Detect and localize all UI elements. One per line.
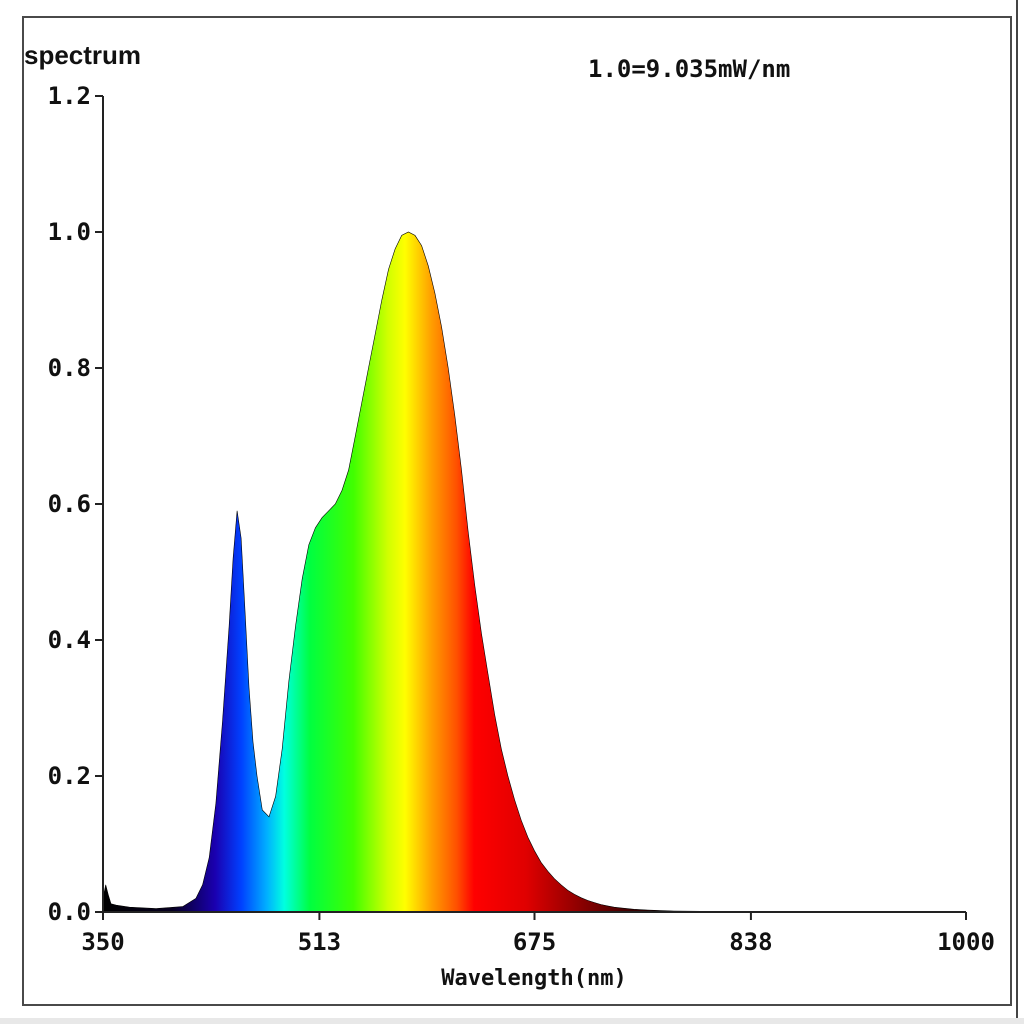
window-bottom-edge [0,1018,1024,1024]
window-edge [1016,0,1018,1024]
y-tick-label: 0.6 [48,490,91,518]
y-tick-label: 0.4 [48,626,91,654]
chart-title: spectrum [24,40,141,70]
y-tick-label: 1.0 [48,218,91,246]
scale-annotation: 1.0=9.035mW/nm [588,55,790,83]
x-tick-label: 1000 [937,928,995,956]
x-axis-label: Wavelength(nm) [441,966,626,991]
y-tick-label: 0.2 [48,762,91,790]
y-tick-label: 0.0 [48,898,91,926]
x-tick-label: 513 [298,928,341,956]
y-tick-label: 0.8 [48,354,91,382]
x-tick-label: 838 [729,928,772,956]
y-tick-label: 1.2 [48,82,91,110]
x-tick-label: 675 [513,928,556,956]
spectrum-area [102,231,967,913]
axis-ticks: 0.0 0.2 0.4 0.6 0.8 1.0 1.2 350 513 675 838 1000 [48,82,995,956]
x-tick-label: 350 [81,928,124,956]
